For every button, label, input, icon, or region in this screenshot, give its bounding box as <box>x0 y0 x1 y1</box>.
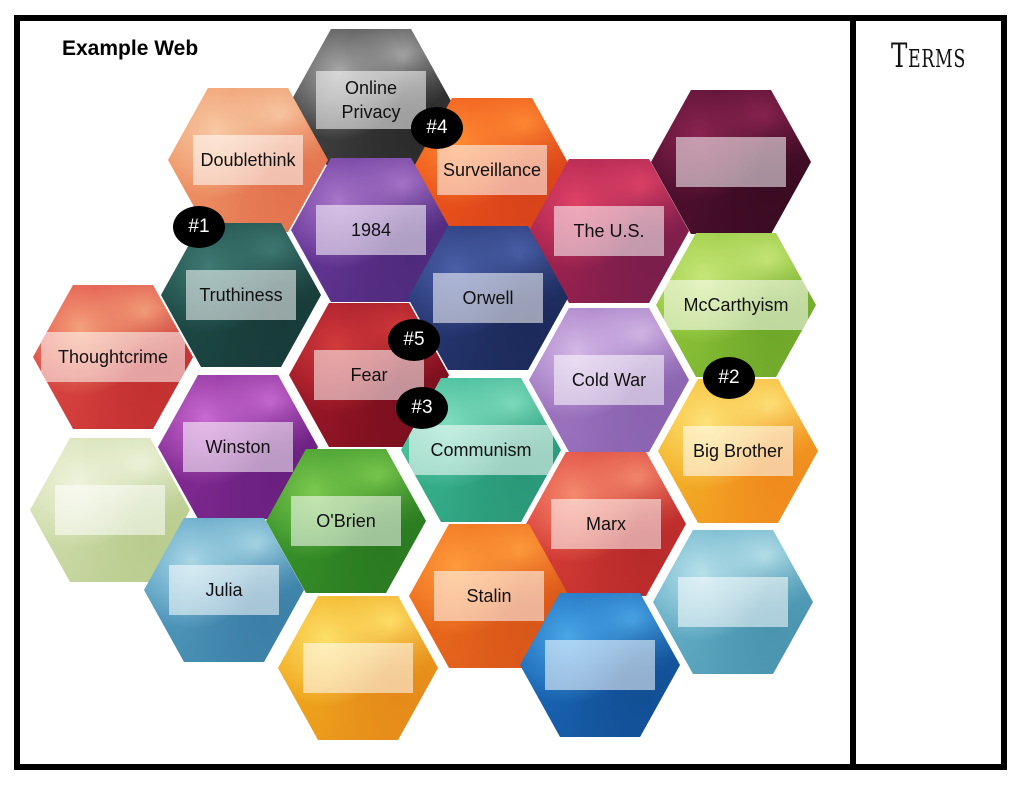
number-badge: #1 <box>173 206 225 248</box>
hex-label <box>545 640 655 690</box>
hex-cell <box>651 90 811 234</box>
hex-label: Stalin <box>434 571 544 621</box>
hex-cell <box>30 438 190 582</box>
hex-label: Julia <box>169 565 279 615</box>
number-badge: #5 <box>388 319 440 361</box>
hex-label: Big Brother <box>683 426 793 476</box>
hex-label <box>676 137 786 187</box>
hex-label: Orwell <box>433 273 543 323</box>
number-badge: #2 <box>703 357 755 399</box>
hex-label: 1984 <box>316 205 426 255</box>
hex-label: Thoughtcrime <box>41 332 185 382</box>
hex-cell: Marx <box>526 452 686 596</box>
hex-label: Marx <box>551 499 661 549</box>
hex-cell <box>520 593 680 737</box>
hex-cell: Thoughtcrime <box>33 285 193 429</box>
hex-label: The U.S. <box>554 206 664 256</box>
hex-cell: Winston <box>158 375 318 519</box>
hex-label: O'Brien <box>291 496 401 546</box>
hex-label: Doublethink <box>193 135 303 185</box>
hex-label: Winston <box>183 422 293 472</box>
terms-panel <box>850 15 1007 770</box>
hex-cell: Cold War <box>529 308 689 452</box>
hex-label <box>678 577 788 627</box>
hex-label: McCarthyism <box>664 280 808 330</box>
hex-label: Online Privacy <box>316 71 426 129</box>
hex-label <box>55 485 165 535</box>
hex-label: Cold War <box>554 355 664 405</box>
hex-cell <box>653 530 813 674</box>
hex-label: Surveillance <box>437 145 547 195</box>
hex-cell: McCarthyism <box>656 233 816 377</box>
hex-cell: Big Brother <box>658 379 818 523</box>
hex-label <box>303 643 413 693</box>
terms-heading: Terms <box>890 36 967 76</box>
number-badge: #4 <box>411 107 463 149</box>
hex-label: Fear <box>314 350 424 400</box>
web-title: Example Web <box>62 37 199 60</box>
hex-label: Communism <box>409 425 553 475</box>
number-badge: #3 <box>396 387 448 429</box>
hex-label: Truthiness <box>186 270 296 320</box>
